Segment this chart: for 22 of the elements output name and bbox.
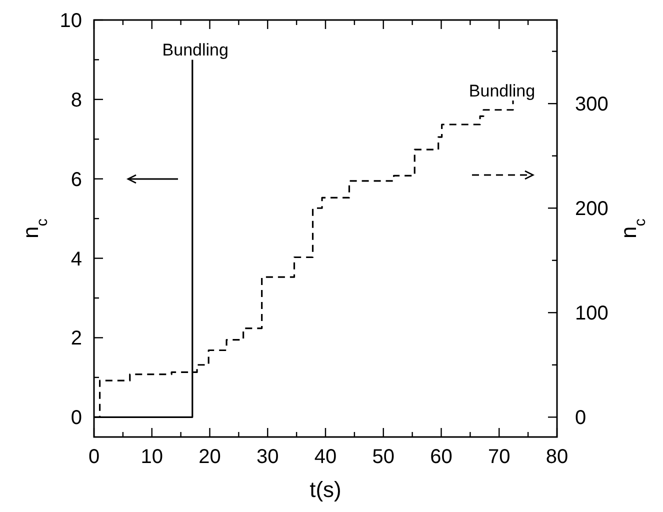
y-tick-label: 0 xyxy=(70,407,82,430)
x-tick-label: 20 xyxy=(198,446,221,468)
y2-tick-label: 300 xyxy=(575,94,608,116)
x-axis-title: t(s) xyxy=(310,477,342,502)
y-tick-label: 6 xyxy=(70,168,82,191)
y-tick-label: 4 xyxy=(70,248,82,270)
annotation: Bundling xyxy=(162,40,228,60)
x-tick-label: 40 xyxy=(314,446,337,468)
x-tick-label: 50 xyxy=(372,446,394,468)
y-tick-label: 8 xyxy=(70,89,82,112)
x-tick-label: 10 xyxy=(140,446,163,468)
y-tick-label: 2 xyxy=(70,328,82,350)
y2-tick-label: 200 xyxy=(575,198,608,220)
x-tick-label: 60 xyxy=(430,446,452,468)
x-tick-label: 30 xyxy=(256,446,279,468)
x-tick-label: 0 xyxy=(88,446,100,468)
y-tick-label: 10 xyxy=(60,10,82,32)
x-tick-label: 80 xyxy=(546,446,568,468)
x-tick-label: 70 xyxy=(488,446,510,468)
y2-tick-label: 100 xyxy=(575,302,608,325)
y2-tick-label: 0 xyxy=(575,407,586,430)
annotation: Bundling xyxy=(468,81,536,100)
